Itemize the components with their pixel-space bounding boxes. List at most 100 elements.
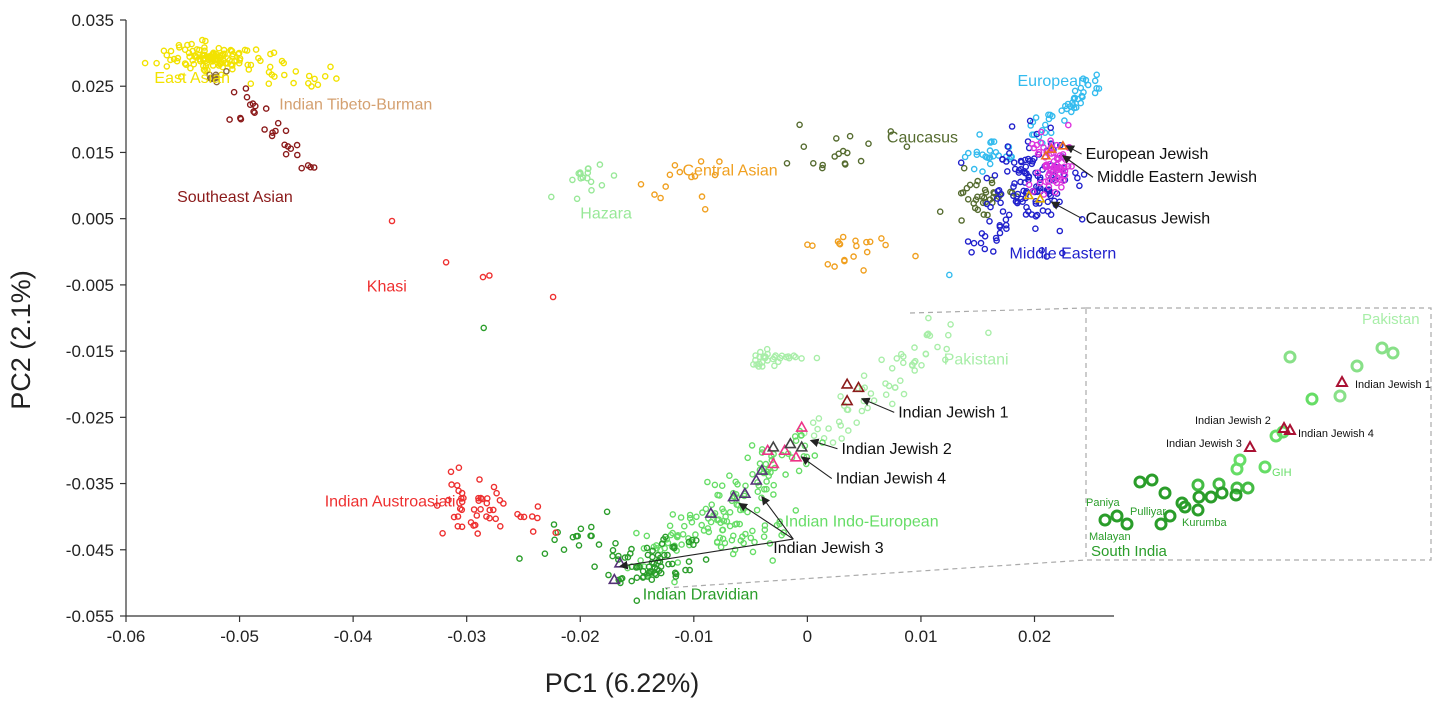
east-asian-point xyxy=(163,51,171,59)
tibeto-burman-point xyxy=(206,71,213,79)
east-asian-point xyxy=(160,47,168,55)
inset-point xyxy=(1283,350,1297,364)
indo-european-point xyxy=(674,532,682,539)
central-asian-point xyxy=(850,253,857,260)
khasi-point xyxy=(388,217,396,225)
caucasus-point xyxy=(783,159,791,167)
east-asian-point xyxy=(193,46,201,53)
east-asian-point xyxy=(182,61,190,68)
southeast-asian-point xyxy=(298,164,306,172)
european-point xyxy=(1061,117,1068,124)
scatter-points xyxy=(141,36,1103,605)
european-jewish-triangle xyxy=(1046,143,1057,153)
inset-point xyxy=(1305,392,1319,406)
indo-european-point xyxy=(686,514,694,522)
east-asian-point xyxy=(215,44,223,52)
east-asian-point xyxy=(185,49,193,57)
x-tick-label: -0.04 xyxy=(334,627,373,646)
y-tick-label: 0.035 xyxy=(71,11,114,30)
jewish-point xyxy=(1042,178,1049,185)
east-asian-point xyxy=(327,63,334,71)
khasi-point xyxy=(549,293,557,301)
european-point xyxy=(979,168,986,175)
inset-point xyxy=(1110,509,1124,523)
east-asian-point xyxy=(217,60,225,67)
indo-european-point xyxy=(717,543,725,551)
east-asian-point xyxy=(174,54,182,62)
x-tick-label: -0.06 xyxy=(107,627,146,646)
middle-eastern-point xyxy=(1036,199,1043,207)
indian-jewish-3-triangle xyxy=(738,486,752,499)
pakistani-point xyxy=(835,418,843,426)
indo-european-point xyxy=(698,521,706,529)
middle-eastern-point xyxy=(987,203,994,211)
y-tick-label: -0.055 xyxy=(66,607,114,626)
middle-eastern-point xyxy=(983,174,991,182)
pakistani-point xyxy=(845,427,852,434)
european-point xyxy=(1032,114,1040,121)
east-asian-point xyxy=(196,57,204,65)
indo-european-point xyxy=(792,437,800,445)
southeast-asian-point xyxy=(242,85,250,92)
central-asian-point xyxy=(671,161,679,169)
inset-label: Kurumba xyxy=(1182,517,1228,529)
dravidian-point xyxy=(664,551,671,559)
indian-jewish-3-triangle xyxy=(607,572,621,585)
austroasiatic-point xyxy=(454,513,462,520)
indo-european-point xyxy=(674,559,682,566)
indian-jewish-4-triangle xyxy=(766,440,780,452)
inset-label: Pulliyar xyxy=(1130,506,1166,518)
middle-eastern-point xyxy=(986,217,993,225)
pakistani-point xyxy=(756,360,763,368)
hazara-point xyxy=(548,193,555,201)
southeast-asian-point xyxy=(251,102,259,110)
jewish-point xyxy=(1040,191,1048,198)
austroasiatic-point xyxy=(520,513,528,521)
southeast-asian-point xyxy=(262,105,270,112)
southeast-asian-point xyxy=(282,150,290,158)
caucasus-point xyxy=(810,159,817,167)
indo-european-point xyxy=(761,522,769,529)
indian-jewish-triangle xyxy=(789,450,803,462)
southeast-asian-point xyxy=(293,151,301,159)
caucasus-point xyxy=(971,204,979,212)
dravidian-point xyxy=(609,552,616,560)
east-asian-point xyxy=(216,52,224,59)
indo-european-point xyxy=(671,578,678,586)
dravidian-point xyxy=(603,508,611,516)
caucasus-jewish-triangle xyxy=(1023,189,1035,200)
european-jewish-triangle xyxy=(1057,140,1069,150)
indo-european-point xyxy=(780,529,788,536)
east-asian-point xyxy=(177,73,185,80)
indo-european-point xyxy=(702,505,710,513)
indian-jewish-3-triangle xyxy=(755,463,769,475)
dravidian-point xyxy=(649,553,656,561)
indo-european-point xyxy=(707,518,715,526)
central-asian-point xyxy=(676,168,684,176)
middle-eastern-point xyxy=(993,195,1001,202)
caucasus-point xyxy=(857,157,865,165)
indo-european-point xyxy=(737,537,745,544)
inset-label: Malayan xyxy=(1089,531,1131,543)
indo-european-point xyxy=(761,485,768,493)
caucasus-point xyxy=(846,132,854,140)
dravidian-point xyxy=(669,560,676,568)
east-asian-point xyxy=(304,80,312,87)
dravidian-point xyxy=(636,563,643,571)
inset-point xyxy=(1133,475,1147,489)
inset-point xyxy=(1192,490,1206,504)
pakistani-point xyxy=(815,415,823,422)
annotation-label: Indian Jewish 4 xyxy=(836,471,946,488)
austroasiatic-point xyxy=(477,505,484,513)
caucasus-point xyxy=(972,196,980,203)
dravidian-point xyxy=(577,525,585,533)
middle-eastern-point xyxy=(1038,247,1045,254)
pakistani-point xyxy=(810,432,818,440)
jewish-point xyxy=(1047,137,1054,144)
dravidian-point xyxy=(665,560,672,568)
european-point xyxy=(961,153,969,161)
european-point xyxy=(1084,81,1092,89)
indo-european-point xyxy=(798,431,805,439)
pakistani-point xyxy=(764,357,771,364)
indo-european-point xyxy=(704,525,712,532)
